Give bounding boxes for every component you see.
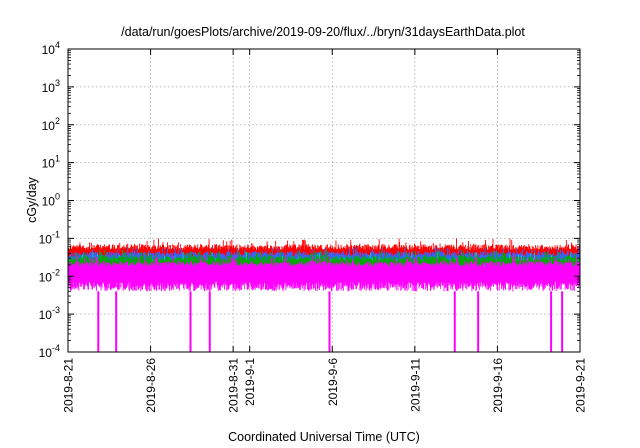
y-tick-label: 100 [42,192,60,209]
x-tick-label: 2019-8-21 [62,358,76,413]
x-tick-label: 2019-9-1 [243,358,257,406]
y-tick-label: 102 [42,116,60,133]
y-tick-label: 10-1 [39,229,60,246]
y-axis: 10-4 10-3 10-2 10-1 100 101 102 103 104 [39,40,580,360]
grid [68,49,580,352]
y-tick-label: 103 [42,78,60,95]
x-tick-label: 2019-8-26 [144,358,158,413]
y-tick-label: 101 [42,154,60,171]
y-axis-label: cGy/day [25,176,39,223]
y-tick-label: 10-4 [39,343,60,360]
x-tick-label: 2019-9-11 [408,358,422,412]
x-tick-label: 2019-9-21 [574,358,588,413]
y-tick-label: 104 [42,40,60,57]
y-tick-label: 10-3 [39,305,60,322]
x-tick-label: 2019-9-6 [326,358,340,406]
x-tick-label: 2019-8-31 [227,358,241,413]
x-axis-label: Coordinated Universal Time (UTC) [228,430,420,444]
chart-title: /data/run/goesPlots/archive/2019-09-20/f… [121,25,525,39]
y-tick-label: 10-2 [39,267,60,284]
series-layer [67,238,581,352]
x-axis: 2019-8-21 2019-8-26 2019-8-31 2019-9-1 2019-… [62,49,588,413]
x-tick-label: 2019-9-16 [491,358,505,413]
series-4 [67,255,581,352]
